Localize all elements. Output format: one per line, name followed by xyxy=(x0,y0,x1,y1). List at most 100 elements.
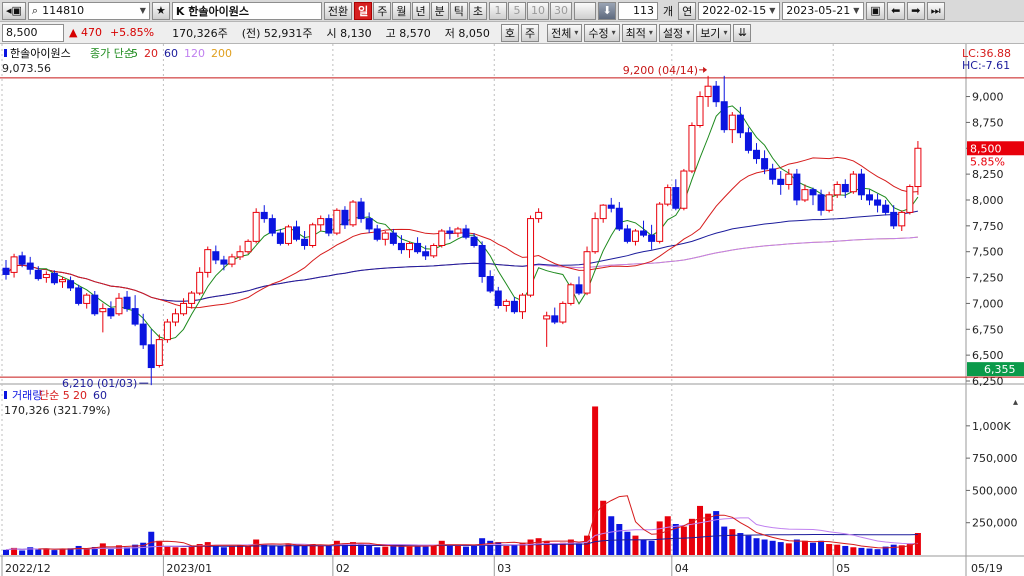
y-tick-label: 7,500 xyxy=(972,246,1004,259)
volume-ma5-line xyxy=(38,495,919,550)
chevron-down-icon: ▾ xyxy=(648,28,653,37)
volume-bar xyxy=(220,547,227,555)
candle-body xyxy=(567,284,575,304)
volume-bar xyxy=(882,546,889,555)
chart-title: 한솔아이원스 xyxy=(10,47,71,60)
volume-bar xyxy=(454,545,461,555)
volume-bar xyxy=(43,548,50,555)
menu-button-4[interactable]: 보기 ▾ xyxy=(696,23,732,42)
volume-bar xyxy=(27,547,34,555)
candle-body xyxy=(777,178,785,185)
volume-bar xyxy=(737,533,744,555)
favorite-button[interactable]: ★ xyxy=(151,1,170,20)
panel-toggle-button[interactable]: ◂▣ xyxy=(2,1,26,20)
volume-bar xyxy=(358,544,365,555)
candle-body xyxy=(414,242,422,253)
price-legend-1: 5 xyxy=(131,47,138,60)
candle-body xyxy=(801,189,809,201)
expand-button[interactable]: ⇊ xyxy=(733,23,752,42)
current-price-tag xyxy=(967,141,1024,156)
tab-period-1[interactable]: 주 xyxy=(373,1,392,20)
stock-code-input[interactable]: ⌕ 114810 ▼ xyxy=(27,1,150,20)
volume-bar xyxy=(446,545,453,555)
menu-button-3[interactable]: 설정 ▾ xyxy=(658,23,695,42)
volume-legend-marker xyxy=(4,391,7,399)
date-to-value: 2023-05-21 xyxy=(786,4,851,17)
candle-body xyxy=(252,211,260,242)
stock-button[interactable]: 주 xyxy=(521,23,540,42)
candle-body xyxy=(809,189,817,196)
tab-period-0[interactable]: 일 xyxy=(354,1,373,20)
last-button[interactable]: ⏭ xyxy=(926,1,945,20)
menu-button-2[interactable]: 최적 ▾ xyxy=(621,23,657,42)
menu-button-1[interactable]: 수정 ▾ xyxy=(584,23,620,42)
volume-bar xyxy=(624,531,631,555)
current-pct-tag: 5.85% xyxy=(970,155,1005,168)
tab-period-6[interactable]: 초 xyxy=(468,1,488,20)
candle-body xyxy=(882,204,890,213)
prev-button[interactable]: ⬅ xyxy=(886,1,905,20)
price-legend-5: 200 xyxy=(211,47,232,60)
volume-bar xyxy=(890,544,897,555)
hc-label: HC:-7.61 xyxy=(962,59,1010,72)
chevron-down-icon: ▾ xyxy=(611,28,616,37)
volume-bar xyxy=(656,521,663,555)
volume-bar xyxy=(672,524,679,555)
chevron-down-icon: ▾ xyxy=(723,28,728,37)
candle-body xyxy=(712,85,720,103)
next-button[interactable]: ➡ xyxy=(906,1,925,20)
year-button[interactable]: 연 xyxy=(678,1,697,20)
convert-button[interactable]: 전환 xyxy=(323,1,353,20)
candle-body xyxy=(744,132,752,151)
date-from-select[interactable]: 2022-02-15 ▼ xyxy=(698,1,781,20)
candle-body xyxy=(50,272,58,284)
price-change: ▲ 470 xyxy=(69,26,102,39)
volume-bar xyxy=(511,544,518,555)
volume-bar xyxy=(204,542,211,555)
candle-body xyxy=(107,308,115,317)
candle-body xyxy=(527,218,535,296)
volume-bar xyxy=(713,511,720,555)
candle-body xyxy=(325,218,333,234)
volume-bar xyxy=(753,538,760,555)
date-to-select[interactable]: 2023-05-21 ▼ xyxy=(782,1,865,20)
candle-body xyxy=(559,302,567,323)
low-price-tag xyxy=(967,362,1024,377)
interval-button-5[interactable]: 5 xyxy=(508,1,527,20)
arrow-down-button[interactable]: ⬇ xyxy=(598,1,617,20)
volume-bar xyxy=(285,543,292,555)
lc-label: LC:36.88 xyxy=(962,47,1011,60)
candle-body xyxy=(276,232,284,244)
candle-body xyxy=(607,204,615,209)
volume-bar xyxy=(697,505,704,555)
y-tick-label: 8,250 xyxy=(972,168,1004,181)
volume-bar xyxy=(148,531,155,555)
volume-bar xyxy=(253,539,260,555)
tab-period-2[interactable]: 월 xyxy=(392,1,411,20)
price-panel-bg xyxy=(0,44,966,385)
candle-body xyxy=(890,211,898,227)
interval-button-10[interactable]: 10 xyxy=(527,1,550,20)
candle-body xyxy=(510,300,518,313)
candle-body xyxy=(664,187,672,205)
menu-button-0[interactable]: 전체 ▾ xyxy=(547,23,583,42)
save-button[interactable]: ▣ xyxy=(866,1,885,20)
candle-body xyxy=(357,201,365,220)
candle-body xyxy=(349,201,357,226)
candle-body xyxy=(486,276,494,292)
ask-button[interactable]: 호 xyxy=(500,23,519,42)
chevron-down-icon: ▾ xyxy=(574,28,579,37)
interval-button-30[interactable]: 30 xyxy=(550,1,573,20)
count-input[interactable]: 113 xyxy=(618,1,659,20)
tab-period-5[interactable]: 틱 xyxy=(449,1,468,20)
volume-bar xyxy=(898,545,905,555)
tab-period-3[interactable]: 년 xyxy=(411,1,430,20)
blank-interval-button[interactable] xyxy=(574,1,597,20)
ma5-line xyxy=(38,105,919,341)
candle-body xyxy=(244,240,252,253)
interval-button-1[interactable]: 1 xyxy=(489,1,508,20)
volume-bar xyxy=(51,550,58,555)
max-arrow-head xyxy=(703,66,708,73)
tab-period-4[interactable]: 분 xyxy=(430,1,449,20)
candle-body xyxy=(648,234,656,242)
